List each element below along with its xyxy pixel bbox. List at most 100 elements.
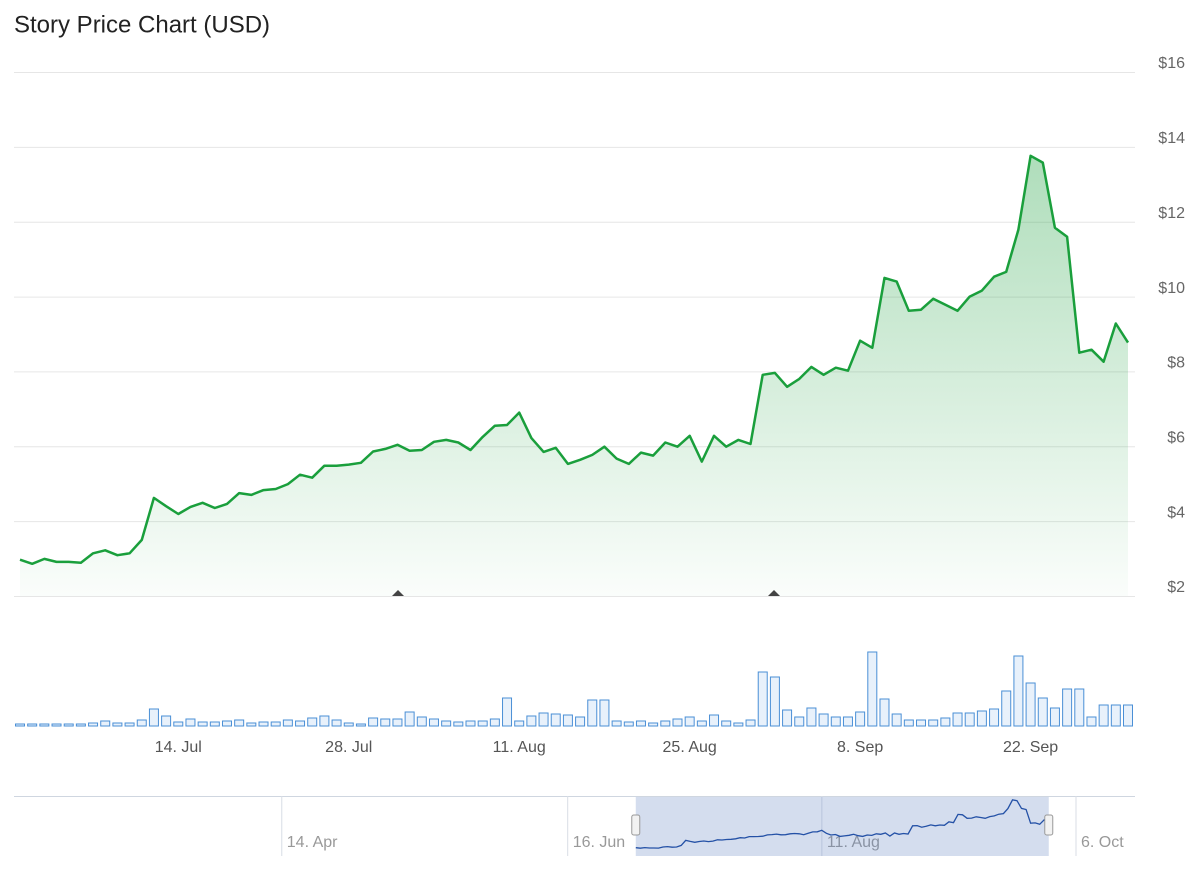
volume-bar xyxy=(745,719,756,727)
volume-bar xyxy=(1037,697,1048,727)
event-flag[interactable] xyxy=(768,590,780,596)
volume-bar xyxy=(63,723,74,727)
chart-title: Story Price Chart (USD) xyxy=(14,11,270,38)
volume-bar xyxy=(660,720,671,727)
volume-bar xyxy=(453,721,464,727)
volume-bar xyxy=(100,720,111,727)
y-tick-label: $8 xyxy=(1167,355,1185,372)
volume-bar xyxy=(733,722,744,727)
volume-bar xyxy=(587,699,598,727)
volume-bar xyxy=(903,719,914,727)
volume-bar xyxy=(185,718,196,727)
volume-bar xyxy=(404,711,415,727)
volume-bar xyxy=(1025,682,1036,727)
volume-bar xyxy=(234,719,245,727)
volume-bar xyxy=(441,720,452,727)
volume-bar xyxy=(648,722,659,727)
navigator-tick-label: 16. Jun xyxy=(573,834,625,851)
volume-bar xyxy=(197,721,208,727)
volume-bar xyxy=(623,721,634,727)
volume-bar xyxy=(855,711,866,727)
volume-bar xyxy=(842,716,853,727)
volume-bar xyxy=(526,715,537,727)
volume-bar xyxy=(246,722,257,727)
y-tick-label: $2 xyxy=(1167,579,1185,596)
volume-bar xyxy=(928,719,939,727)
volume-bar xyxy=(112,722,123,727)
event-flag[interactable] xyxy=(392,590,404,596)
volume-bar xyxy=(952,712,963,727)
y-tick-label: $14 xyxy=(1158,130,1185,147)
volume-bar xyxy=(136,719,147,727)
volume-bar xyxy=(989,708,1000,727)
volume-bar xyxy=(782,709,793,727)
x-tick-label: 25. Aug xyxy=(663,739,717,756)
y-tick-label: $10 xyxy=(1158,280,1185,297)
y-tick-label: $4 xyxy=(1167,504,1185,521)
volume-bar xyxy=(672,718,683,727)
price-area xyxy=(20,155,1128,597)
volume-bar xyxy=(88,722,99,727)
volume-bar xyxy=(916,719,927,727)
volume-bar xyxy=(599,699,610,727)
volume-bar xyxy=(830,716,841,727)
volume-bar xyxy=(209,721,220,727)
volume-bar xyxy=(221,720,232,727)
volume-bar xyxy=(757,671,768,727)
volume-bar xyxy=(148,708,159,727)
volume-bar xyxy=(1074,688,1085,727)
volume-bar xyxy=(550,713,561,727)
navigator-tick-label: 6. Oct xyxy=(1081,834,1124,851)
navigator-line xyxy=(635,799,1050,849)
y-tick-label: $6 xyxy=(1167,430,1185,447)
volume-bar xyxy=(1049,707,1060,727)
y-tick-label: $16 xyxy=(1158,55,1185,72)
x-tick-label: 28. Jul xyxy=(325,739,372,756)
volume-bar xyxy=(635,720,646,727)
volume-bar xyxy=(538,712,549,727)
volume-bar xyxy=(258,721,269,727)
volume-bar xyxy=(368,717,379,727)
volume-bar xyxy=(428,718,439,727)
volume-bar xyxy=(1062,688,1073,727)
volume-bar xyxy=(976,710,987,727)
volume-bar xyxy=(867,651,878,727)
volume-bar xyxy=(1123,704,1133,727)
volume-bar xyxy=(331,719,342,727)
volume-bar xyxy=(1086,716,1097,727)
volume-bar xyxy=(1001,690,1012,727)
volume-bar xyxy=(343,722,354,727)
volume-bar xyxy=(709,714,720,727)
volume-bar xyxy=(319,715,330,727)
volume-bar xyxy=(514,720,525,727)
volume-bar xyxy=(684,716,695,727)
x-tick-label: 22. Sep xyxy=(1003,739,1058,756)
volume-bar xyxy=(696,720,707,727)
navigator-handle[interactable] xyxy=(631,814,641,836)
volume-bar xyxy=(51,723,62,727)
volume-bar xyxy=(1098,704,1109,727)
volume-bar xyxy=(15,723,25,727)
volume-bar xyxy=(794,716,805,727)
x-tick-label: 14. Jul xyxy=(155,739,202,756)
volume-bar xyxy=(75,723,86,727)
x-tick-label: 11. Aug xyxy=(493,739,546,756)
volume-bar xyxy=(769,676,780,727)
volume-bar xyxy=(489,718,500,727)
volume-bar xyxy=(295,720,306,727)
volume-bar xyxy=(39,723,50,727)
volume-bar xyxy=(940,717,951,727)
volume-bar xyxy=(270,721,281,727)
volume-bar xyxy=(282,719,293,727)
volume-bar xyxy=(891,713,902,727)
volume-bar xyxy=(879,698,890,727)
navigator-selection[interactable] xyxy=(635,797,1049,856)
volume-bar xyxy=(27,723,38,727)
navigator-handle[interactable] xyxy=(1044,814,1054,836)
navigator-tick-label: 14. Apr xyxy=(287,834,338,851)
volume-bar xyxy=(611,720,622,727)
volume-bar xyxy=(392,718,403,727)
y-tick-label: $12 xyxy=(1158,205,1185,222)
volume-bar xyxy=(355,723,366,727)
